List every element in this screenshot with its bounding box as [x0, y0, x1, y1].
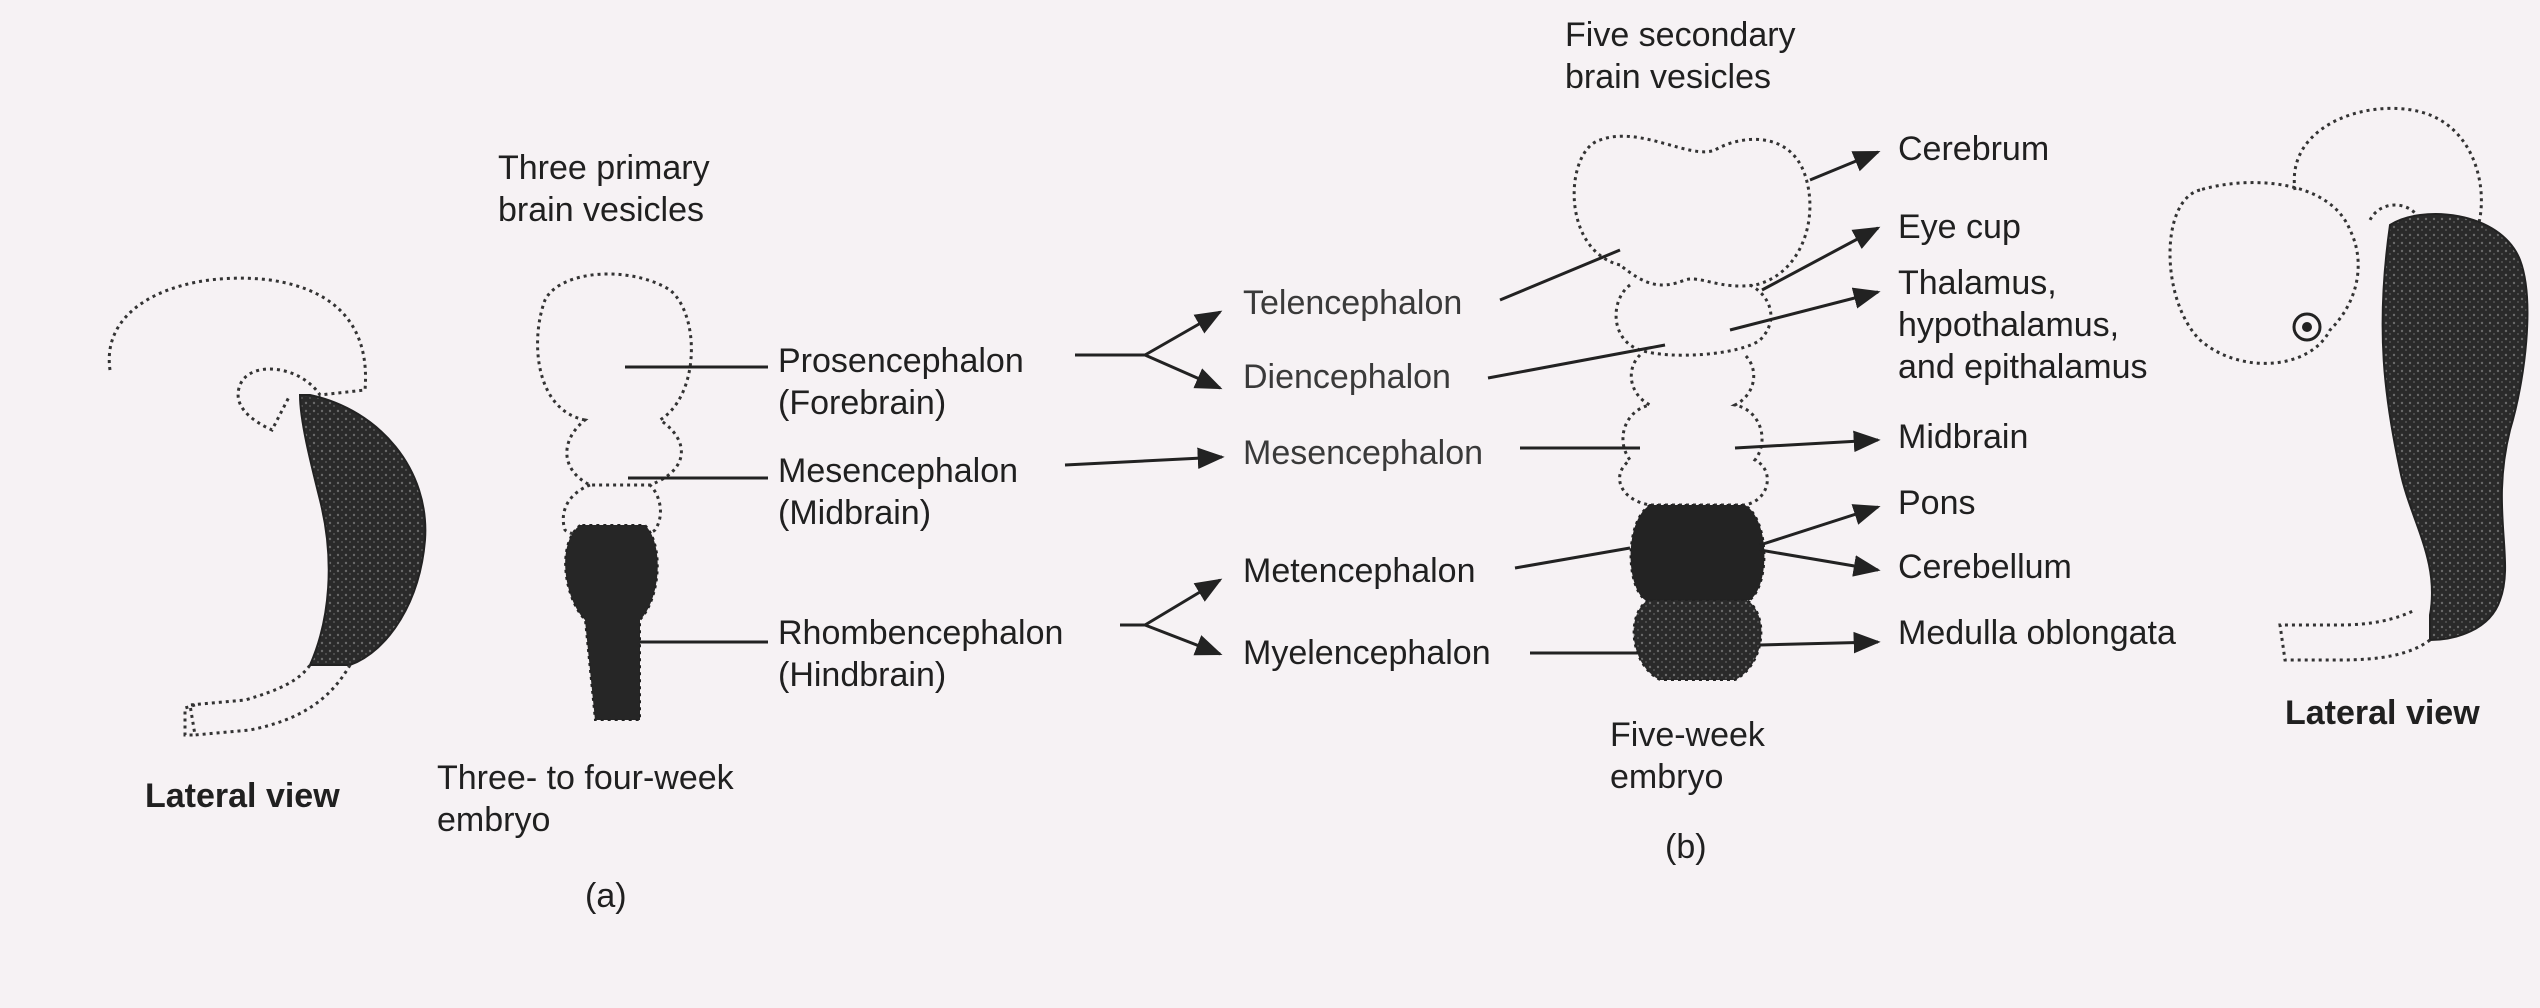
- leader-lines-b: [1487, 150, 1881, 655]
- metencephalon-label: Metencephalon: [1243, 552, 1476, 590]
- telencephalon-label: Telencephalon: [1243, 284, 1463, 322]
- eye-cup-label: Eye cup: [1898, 208, 2021, 246]
- pons-label: Pons: [1898, 484, 1976, 522]
- five-week-embryo-label: Five-week embryo: [1610, 716, 1765, 796]
- lateral-embryo-b: [2168, 106, 2529, 662]
- diencephalon-label: Diencephalon: [1243, 358, 1451, 396]
- mesencephalon-secondary-label: Mesencephalon: [1243, 434, 1484, 472]
- three-four-week-embryo-label: Three- to four-week embryo: [437, 759, 734, 839]
- secondary-vesicles-tube: [1572, 134, 1812, 681]
- primary-vesicles-heading: Three primary brain vesicles: [498, 149, 710, 229]
- cerebrum-label: Cerebrum: [1898, 130, 2050, 168]
- vesicle-arrows: [1064, 310, 1225, 656]
- midbrain-label: Midbrain: [1898, 418, 2029, 456]
- lateral-view-label-b: Lateral view: [2285, 694, 2480, 732]
- cerebellum-label: Cerebellum: [1898, 548, 2072, 586]
- prosencephalon-label: Prosencephalon (Forebrain): [778, 342, 1024, 422]
- leader-lines-a: [625, 365, 768, 644]
- medulla-oblongata-label: Medulla oblongata: [1898, 614, 2176, 652]
- myelencephalon-label: Myelencephalon: [1243, 634, 1491, 672]
- lateral-view-label-a: Lateral view: [145, 777, 340, 815]
- secondary-vesicles-heading: Five secondary brain vesicles: [1565, 16, 1796, 96]
- thalamus-label: Thalamus, hypothalamus, and epithalamus: [1898, 264, 2148, 386]
- rhombencephalon-label: Rhombencephalon (Hindbrain): [778, 614, 1064, 694]
- mesencephalon-label: Mesencephalon (Midbrain): [778, 452, 1019, 532]
- caption-a: (a): [585, 877, 627, 915]
- primary-vesicles-tube: [536, 272, 693, 721]
- caption-b: (b): [1665, 828, 1707, 866]
- lateral-embryo-a: [107, 276, 427, 737]
